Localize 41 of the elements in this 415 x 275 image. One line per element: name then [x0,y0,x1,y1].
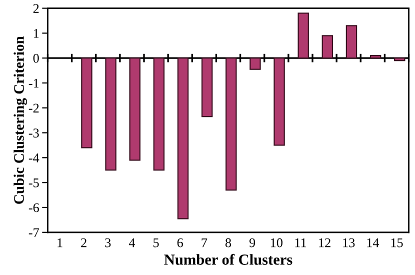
x-tick-label: 14 [367,238,380,248]
y-tick-label: -4 [28,154,40,162]
y-tick-label: 0 [33,54,39,63]
y-tick-label: -7 [28,228,40,237]
y-tick-label: -6 [28,203,39,212]
y-axis-title: Cubic Clustering Criterion [14,36,28,204]
y-tick-label: -5 [28,178,39,188]
x-tick-label: 3 [105,238,111,248]
x-tick-label: 11 [295,238,306,248]
x-tick-label: 1 [58,238,62,248]
bar [394,58,406,62]
bar [105,58,116,171]
bar [153,58,165,171]
y-tick-label: 2 [33,4,39,13]
x-axis-title: Number of Clusters [164,254,292,265]
x-tick-label: 9 [249,238,256,248]
bar [129,58,140,161]
x-tick-label: 2 [81,238,86,248]
bar [370,55,382,59]
bar [346,25,358,59]
x-tick-label: 10 [270,238,282,248]
x-tick-label: 6 [177,238,184,248]
bar [177,58,189,220]
x-tick-label: 7 [202,238,208,248]
bar [81,58,92,148]
x-tick-label: 12 [319,238,330,248]
bar [250,58,261,70]
x-tick-label: 4 [128,238,136,248]
y-tick-label: -3 [28,128,39,138]
y-tick-label: -1 [28,78,39,88]
y-tick-label: -2 [28,104,39,112]
bar [201,58,213,118]
x-tick-label: 13 [343,238,355,248]
y-tick-label: 1 [34,29,39,38]
x-tick-label: 5 [154,238,159,248]
x-tick-label: 15 [391,238,403,248]
x-tick-label: 8 [225,238,232,248]
bar [322,35,334,59]
bar [226,58,237,191]
bar [298,12,309,59]
bar [274,58,285,146]
